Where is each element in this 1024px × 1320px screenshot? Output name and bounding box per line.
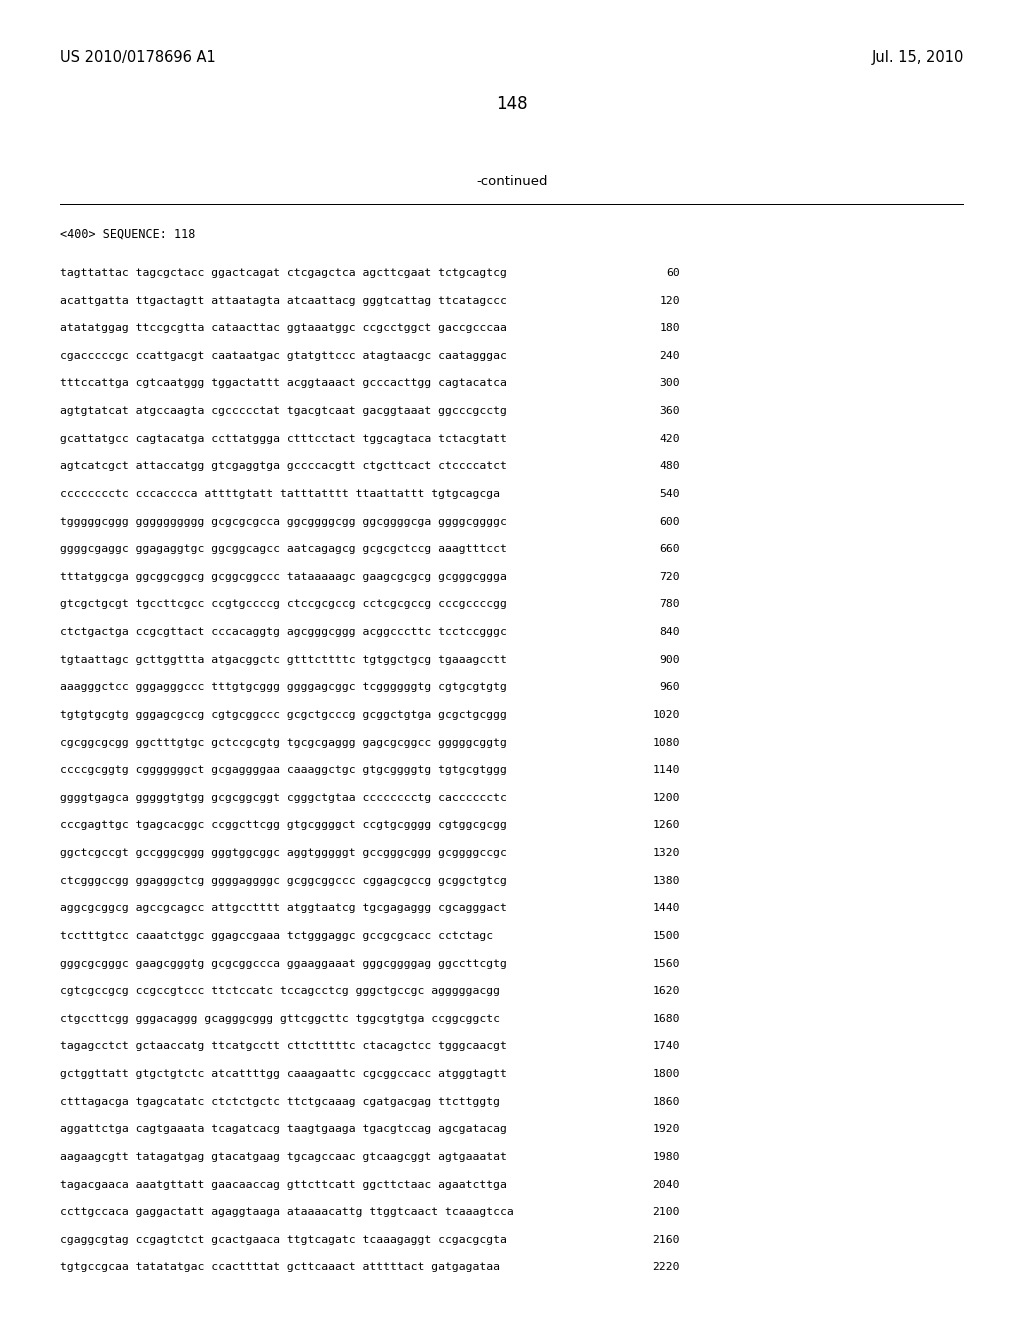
Text: 120: 120 xyxy=(659,296,680,306)
Text: 1680: 1680 xyxy=(652,1014,680,1024)
Text: 1260: 1260 xyxy=(652,821,680,830)
Text: aggcgcggcg agccgcagcc attgcctttt atggtaatcg tgcgagaggg cgcagggact: aggcgcggcg agccgcagcc attgcctttt atggtaa… xyxy=(60,903,507,913)
Text: 60: 60 xyxy=(667,268,680,279)
Text: 240: 240 xyxy=(659,351,680,360)
Text: cccccccctc cccacccca attttgtatt tatttatttt ttaattattt tgtgcagcga: cccccccctc cccacccca attttgtatt tatttatt… xyxy=(60,488,500,499)
Text: tcctttgtcc caaatctggc ggagccgaaa tctgggaggc gccgcgcacc cctctagc: tcctttgtcc caaatctggc ggagccgaaa tctggga… xyxy=(60,931,494,941)
Text: cgtcgccgcg ccgccgtccc ttctccatc tccagcctcg gggctgccgc agggggacgg: cgtcgccgcg ccgccgtccc ttctccatc tccagcct… xyxy=(60,986,500,997)
Text: ggggtgagca gggggtgtgg gcgcggcggt cgggctgtaa cccccccctg cacccccctc: ggggtgagca gggggtgtgg gcgcggcggt cgggctg… xyxy=(60,793,507,803)
Text: gctggttatt gtgctgtctc atcattttgg caaagaattc cgcggccacc atgggtagtt: gctggttatt gtgctgtctc atcattttgg caaagaa… xyxy=(60,1069,507,1078)
Text: 1740: 1740 xyxy=(652,1041,680,1052)
Text: ctctgactga ccgcgttact cccacaggtg agcgggcggg acggcccttc tcctccgggc: ctctgactga ccgcgttact cccacaggtg agcgggc… xyxy=(60,627,507,638)
Text: cgacccccgc ccattgacgt caataatgac gtatgttccc atagtaacgc caatagggac: cgacccccgc ccattgacgt caataatgac gtatgtt… xyxy=(60,351,507,360)
Text: tgtgccgcaa tatatatgac ccacttttat gcttcaaact atttttact gatgagataa: tgtgccgcaa tatatatgac ccacttttat gcttcaa… xyxy=(60,1262,500,1272)
Text: 720: 720 xyxy=(659,572,680,582)
Text: ggctcgccgt gccgggcggg gggtggcggc aggtgggggt gccgggcggg gcggggccgc: ggctcgccgt gccgggcggg gggtggcggc aggtggg… xyxy=(60,847,507,858)
Text: 1980: 1980 xyxy=(652,1152,680,1162)
Text: 1080: 1080 xyxy=(652,738,680,747)
Text: 1800: 1800 xyxy=(652,1069,680,1078)
Text: -continued: -continued xyxy=(476,176,548,187)
Text: gcattatgcc cagtacatga ccttatggga ctttcctact tggcagtaca tctacgtatt: gcattatgcc cagtacatga ccttatggga ctttcct… xyxy=(60,434,507,444)
Text: 540: 540 xyxy=(659,488,680,499)
Text: 360: 360 xyxy=(659,407,680,416)
Text: ctgccttcgg gggacaggg gcagggcggg gttcggcttc tggcgtgtga ccggcggctc: ctgccttcgg gggacaggg gcagggcggg gttcggct… xyxy=(60,1014,500,1024)
Text: 2040: 2040 xyxy=(652,1180,680,1189)
Text: cgaggcgtag ccgagtctct gcactgaaca ttgtcagatc tcaaagaggt ccgacgcgta: cgaggcgtag ccgagtctct gcactgaaca ttgtcag… xyxy=(60,1234,507,1245)
Text: 1200: 1200 xyxy=(652,793,680,803)
Text: 600: 600 xyxy=(659,516,680,527)
Text: tagagcctct gctaaccatg ttcatgcctt cttctttttc ctacagctcc tgggcaacgt: tagagcctct gctaaccatg ttcatgcctt cttcttt… xyxy=(60,1041,507,1052)
Text: 1140: 1140 xyxy=(652,766,680,775)
Text: acattgatta ttgactagtt attaatagta atcaattacg gggtcattag ttcatagccc: acattgatta ttgactagtt attaatagta atcaatt… xyxy=(60,296,507,306)
Text: ggggcgaggc ggagaggtgc ggcggcagcc aatcagagcg gcgcgctccg aaagtttcct: ggggcgaggc ggagaggtgc ggcggcagcc aatcaga… xyxy=(60,544,507,554)
Text: 1380: 1380 xyxy=(652,875,680,886)
Text: 900: 900 xyxy=(659,655,680,665)
Text: ccttgccaca gaggactatt agaggtaaga ataaaacattg ttggtcaact tcaaagtcca: ccttgccaca gaggactatt agaggtaaga ataaaac… xyxy=(60,1206,514,1217)
Text: atatatggag ttccgcgtta cataacttac ggtaaatggc ccgcctggct gaccgcccaa: atatatggag ttccgcgtta cataacttac ggtaaat… xyxy=(60,323,507,333)
Text: aaagggctcc gggagggccc tttgtgcggg ggggagcggc tcggggggtg cgtgcgtgtg: aaagggctcc gggagggccc tttgtgcggg ggggagc… xyxy=(60,682,507,692)
Text: 1320: 1320 xyxy=(652,847,680,858)
Text: ccccgcggtg cgggggggct gcgaggggaa caaaggctgc gtgcggggtg tgtgcgtggg: ccccgcggtg cgggggggct gcgaggggaa caaaggc… xyxy=(60,766,507,775)
Text: tagacgaaca aaatgttatt gaacaaccag gttcttcatt ggcttctaac agaatcttga: tagacgaaca aaatgttatt gaacaaccag gttcttc… xyxy=(60,1180,507,1189)
Text: 780: 780 xyxy=(659,599,680,610)
Text: 1560: 1560 xyxy=(652,958,680,969)
Text: aggattctga cagtgaaata tcagatcacg taagtgaaga tgacgtccag agcgatacag: aggattctga cagtgaaata tcagatcacg taagtga… xyxy=(60,1125,507,1134)
Text: 300: 300 xyxy=(659,379,680,388)
Text: tgtaattagc gcttggttta atgacggctc gtttcttttc tgtggctgcg tgaaagcctt: tgtaattagc gcttggttta atgacggctc gtttctt… xyxy=(60,655,507,665)
Text: Jul. 15, 2010: Jul. 15, 2010 xyxy=(871,50,964,65)
Text: ctttagacga tgagcatatc ctctctgctc ttctgcaaag cgatgacgag ttcttggtg: ctttagacga tgagcatatc ctctctgctc ttctgca… xyxy=(60,1097,500,1106)
Text: 2220: 2220 xyxy=(652,1262,680,1272)
Text: 480: 480 xyxy=(659,462,680,471)
Text: gtcgctgcgt tgccttcgcc ccgtgccccg ctccgcgccg cctcgcgccg cccgccccgg: gtcgctgcgt tgccttcgcc ccgtgccccg ctccgcg… xyxy=(60,599,507,610)
Text: tagttattac tagcgctacc ggactcagat ctcgagctca agcttcgaat tctgcagtcg: tagttattac tagcgctacc ggactcagat ctcgagc… xyxy=(60,268,507,279)
Text: 2100: 2100 xyxy=(652,1206,680,1217)
Text: 1620: 1620 xyxy=(652,986,680,997)
Text: 2160: 2160 xyxy=(652,1234,680,1245)
Text: cgcggcgcgg ggctttgtgc gctccgcgtg tgcgcgaggg gagcgcggcc gggggcggtg: cgcggcgcgg ggctttgtgc gctccgcgtg tgcgcga… xyxy=(60,738,507,747)
Text: gggcgcgggc gaagcgggtg gcgcggccca ggaaggaaat gggcggggag ggccttcgtg: gggcgcgggc gaagcgggtg gcgcggccca ggaagga… xyxy=(60,958,507,969)
Text: 1500: 1500 xyxy=(652,931,680,941)
Text: tttccattga cgtcaatggg tggactattt acggtaaact gcccacttgg cagtacatca: tttccattga cgtcaatggg tggactattt acggtaa… xyxy=(60,379,507,388)
Text: agtgtatcat atgccaagta cgccccctat tgacgtcaat gacggtaaat ggcccgcctg: agtgtatcat atgccaagta cgccccctat tgacgtc… xyxy=(60,407,507,416)
Text: tgggggcggg gggggggggg gcgcgcgcca ggcggggcgg ggcggggcga ggggcggggc: tgggggcggg gggggggggg gcgcgcgcca ggcgggg… xyxy=(60,516,507,527)
Text: 180: 180 xyxy=(659,323,680,333)
Text: 148: 148 xyxy=(497,95,527,114)
Text: cccgagttgc tgagcacggc ccggcttcgg gtgcggggct ccgtgcgggg cgtggcgcgg: cccgagttgc tgagcacggc ccggcttcgg gtgcggg… xyxy=(60,821,507,830)
Text: 1440: 1440 xyxy=(652,903,680,913)
Text: ctcgggccgg ggagggctcg ggggaggggc gcggcggccc cggagcgccg gcggctgtcg: ctcgggccgg ggagggctcg ggggaggggc gcggcgg… xyxy=(60,875,507,886)
Text: agtcatcgct attaccatgg gtcgaggtga gccccacgtt ctgcttcact ctccccatct: agtcatcgct attaccatgg gtcgaggtga gccccac… xyxy=(60,462,507,471)
Text: 840: 840 xyxy=(659,627,680,638)
Text: aagaagcgtt tatagatgag gtacatgaag tgcagccaac gtcaagcggt agtgaaatat: aagaagcgtt tatagatgag gtacatgaag tgcagcc… xyxy=(60,1152,507,1162)
Text: tttatggcga ggcggcggcg gcggcggccc tataaaaagc gaagcgcgcg gcgggcggga: tttatggcga ggcggcggcg gcggcggccc tataaaa… xyxy=(60,572,507,582)
Text: 1020: 1020 xyxy=(652,710,680,719)
Text: 1920: 1920 xyxy=(652,1125,680,1134)
Text: 420: 420 xyxy=(659,434,680,444)
Text: tgtgtgcgtg gggagcgccg cgtgcggccc gcgctgcccg gcggctgtga gcgctgcggg: tgtgtgcgtg gggagcgccg cgtgcggccc gcgctgc… xyxy=(60,710,507,719)
Text: <400> SEQUENCE: 118: <400> SEQUENCE: 118 xyxy=(60,228,196,242)
Text: 660: 660 xyxy=(659,544,680,554)
Text: 960: 960 xyxy=(659,682,680,692)
Text: US 2010/0178696 A1: US 2010/0178696 A1 xyxy=(60,50,216,65)
Text: 1860: 1860 xyxy=(652,1097,680,1106)
